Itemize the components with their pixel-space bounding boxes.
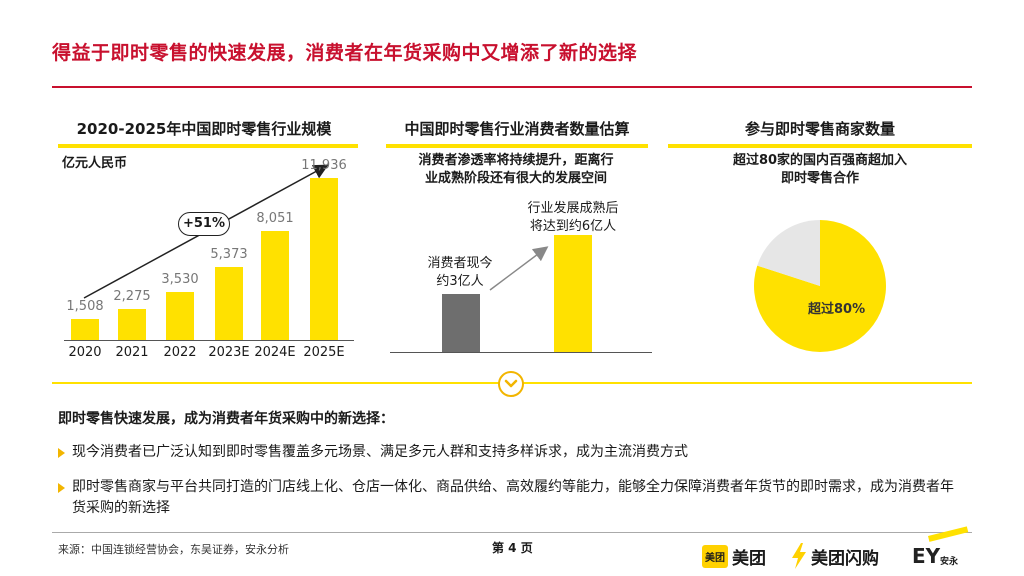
market-size-bar-2024E	[261, 230, 289, 340]
summary-bullet-1: 现今消费者已广泛认知到即时零售覆盖多元场景、满足多元人群和支持多样诉求，成为主流…	[58, 442, 963, 463]
merchant-note: 超过80家的国内百强商超加入 即时零售合作	[688, 152, 952, 188]
growth-rate-badge: +51%	[178, 212, 230, 236]
market-size-bar-2020	[71, 319, 99, 340]
panel-title-merchants: 参与即时零售商家数量	[744, 120, 895, 138]
chevron-down-icon	[504, 379, 518, 388]
page-number: 第 4 页	[492, 541, 533, 555]
ey-logo-text: EY	[912, 544, 941, 568]
panel-rule-right	[668, 144, 972, 148]
market-size-category-label: 2022	[163, 345, 197, 360]
lightning-bolt-icon	[792, 543, 806, 569]
market-size-value-label: 5,373	[210, 246, 248, 262]
market-size-value-label: 2,275	[113, 289, 151, 305]
meituan-shangou-logo: 美团闪购	[790, 543, 879, 569]
current-consumers-line1: 消费者现今	[427, 256, 493, 271]
market-size-category-label: 2021	[115, 345, 149, 360]
footer-divider	[52, 532, 972, 533]
meituan-logo: 美团 美团	[702, 543, 766, 569]
bullet-triangle-icon	[58, 483, 65, 493]
consumer-growth-arrow	[489, 246, 549, 291]
pie-slice-remaining	[757, 220, 820, 286]
market-size-value-label: 11,936	[301, 157, 347, 173]
ey-logo-subtext: 安永	[940, 557, 959, 567]
summary-heading: 即时零售快速发展，成为消费者年货采购中的新选择：	[58, 411, 394, 427]
consumer-bar-current	[442, 293, 480, 352]
consumer-note: 消费者渗透率将持续提升，距离行 业成熟阶段还有很大的发展空间	[380, 152, 652, 188]
panel-rule-left	[58, 144, 358, 148]
current-consumers-label: 消费者现今 约3亿人	[410, 255, 510, 291]
current-consumers-line2: 约3亿人	[436, 274, 484, 289]
merchant-note-line2: 即时零售合作	[780, 171, 859, 186]
summary-bullet-text: 即时零售商家与平台共同打造的门店线上化、仓店一体化、商品供给、高效履约等能力，能…	[72, 479, 954, 516]
meituan-logo-text: 美团	[732, 548, 766, 569]
panel-rule-middle	[386, 144, 648, 148]
merchant-share-pie	[754, 220, 886, 352]
market-size-category-label: 2025E	[303, 345, 345, 360]
consumer-bar-future	[554, 235, 592, 352]
consumer-axis	[390, 352, 652, 353]
meituan-logo-mark: 美团	[702, 544, 728, 568]
summary-bullet-text: 现今消费者已广泛认知到即时零售覆盖多元场景、满足多元人群和支持多样诉求，成为主流…	[72, 444, 688, 460]
market-size-value-label: 1,508	[66, 299, 104, 315]
future-consumers-label: 行业发展成熟后 将达到约6亿人	[514, 200, 632, 236]
market-size-bar-2022	[166, 291, 194, 340]
market-size-value-label: 8,051	[256, 210, 294, 226]
market-size-category-label: 2020	[68, 345, 102, 360]
ey-logo: EY 安永	[910, 526, 970, 570]
expand-chevron-button[interactable]	[498, 371, 524, 397]
consumer-growth-arrow-layer	[489, 246, 549, 291]
market-size-category-label: 2024E	[254, 345, 296, 360]
panel-title-market-size: 2020-2025年中国即时零售行业规模	[76, 120, 332, 138]
meituan-shangou-text: 美团闪购	[811, 548, 879, 569]
source-note: 来源：中国连锁经营协会，东吴证券，安永分析	[58, 543, 289, 556]
future-consumers-line2: 将达到约6亿人	[529, 219, 617, 234]
panel-title-consumers: 中国即时零售行业消费者数量估算	[404, 120, 630, 138]
market-size-bar-2021	[118, 309, 146, 340]
slide-title: 得益于即时零售的快速发展，消费者在年货采购中又增添了新的选择	[52, 42, 638, 64]
ey-slash-icon	[928, 526, 969, 542]
market-size-bar-2025E	[310, 177, 338, 340]
future-consumers-line1: 行业发展成熟后	[527, 201, 619, 216]
title-divider	[52, 86, 972, 88]
summary-bullet-2: 即时零售商家与平台共同打造的门店线上化、仓店一体化、商品供给、高效履约等能力，能…	[58, 477, 963, 519]
market-size-axis	[64, 340, 354, 341]
pie-slice-label: 超过80%	[808, 302, 866, 317]
consumer-note-line1: 消费者渗透率将持续提升，距离行	[418, 153, 614, 168]
market-size-category-label: 2023E	[208, 345, 250, 360]
bullet-triangle-icon	[58, 448, 65, 458]
merchant-note-line1: 超过80家的国内百强商超加入	[732, 153, 908, 168]
unit-label: 亿元人民币	[62, 156, 128, 171]
consumer-note-line2: 业成熟阶段还有很大的发展空间	[424, 171, 607, 186]
market-size-value-label: 3,530	[161, 271, 199, 287]
market-size-bar-2023E	[215, 266, 243, 340]
